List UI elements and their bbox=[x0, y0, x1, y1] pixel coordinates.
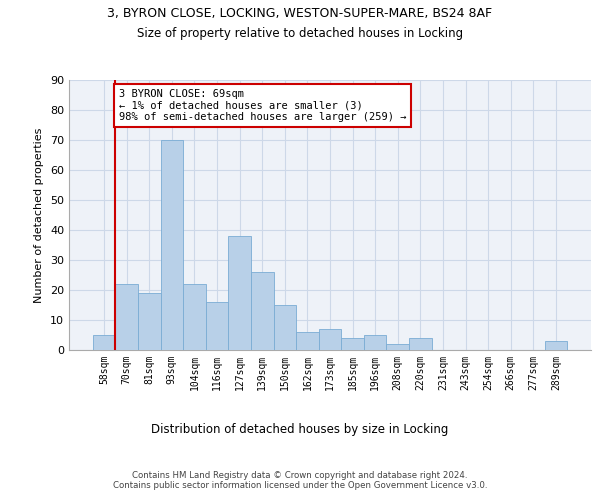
Text: Distribution of detached houses by size in Locking: Distribution of detached houses by size … bbox=[151, 422, 449, 436]
Bar bbox=[386, 344, 409, 350]
Bar bbox=[115, 284, 138, 350]
Bar bbox=[138, 293, 161, 350]
Text: 3 BYRON CLOSE: 69sqm
← 1% of detached houses are smaller (3)
98% of semi-detache: 3 BYRON CLOSE: 69sqm ← 1% of detached ho… bbox=[119, 89, 406, 122]
Bar bbox=[545, 341, 567, 350]
Bar bbox=[251, 272, 274, 350]
Text: 3, BYRON CLOSE, LOCKING, WESTON-SUPER-MARE, BS24 8AF: 3, BYRON CLOSE, LOCKING, WESTON-SUPER-MA… bbox=[107, 8, 493, 20]
Text: Contains HM Land Registry data © Crown copyright and database right 2024.
Contai: Contains HM Land Registry data © Crown c… bbox=[113, 470, 487, 490]
Text: Size of property relative to detached houses in Locking: Size of property relative to detached ho… bbox=[137, 28, 463, 40]
Bar bbox=[274, 305, 296, 350]
Y-axis label: Number of detached properties: Number of detached properties bbox=[34, 128, 44, 302]
Bar bbox=[206, 302, 229, 350]
Bar bbox=[229, 236, 251, 350]
Bar bbox=[93, 335, 115, 350]
Bar bbox=[183, 284, 206, 350]
Bar bbox=[161, 140, 183, 350]
Bar bbox=[364, 335, 386, 350]
Bar bbox=[319, 329, 341, 350]
Bar bbox=[409, 338, 431, 350]
Bar bbox=[341, 338, 364, 350]
Bar bbox=[296, 332, 319, 350]
